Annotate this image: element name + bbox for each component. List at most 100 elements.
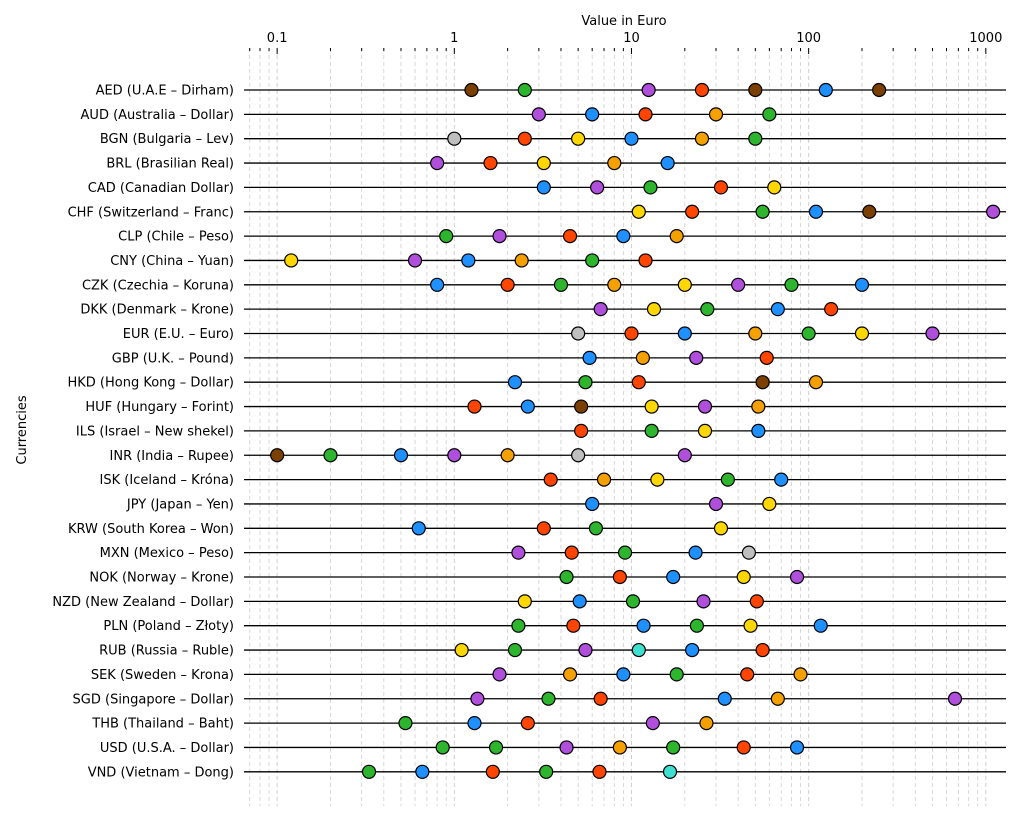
- data-point: [755, 375, 770, 390]
- data-point: [808, 375, 824, 390]
- data-point: [813, 618, 828, 633]
- category-label: AED (U.A.E – Dirham): [96, 84, 234, 99]
- data-point: [585, 107, 600, 122]
- data-point: [439, 229, 454, 244]
- data-point: [461, 253, 476, 268]
- data-point: [644, 423, 659, 438]
- category-label: VND (Vietnam – Dong): [88, 765, 234, 780]
- data-point: [507, 642, 523, 658]
- data-point: [539, 764, 554, 779]
- data-point: [694, 82, 710, 98]
- data-point: [553, 277, 569, 292]
- data-point: [751, 423, 766, 438]
- category-label: ISK (Iceland – Króna): [100, 473, 234, 488]
- data-point: [793, 667, 808, 682]
- data-point: [485, 764, 500, 779]
- category-label: RUB (Russia – Ruble): [99, 644, 234, 659]
- data-point: [592, 764, 607, 779]
- grid: [249, 48, 987, 806]
- data-point: [872, 82, 887, 98]
- data-point: [755, 204, 770, 219]
- data-point: [612, 740, 627, 755]
- data-point: [507, 375, 523, 390]
- data-point: [669, 667, 684, 682]
- category-label: HUF (Hungary – Forint): [85, 400, 234, 415]
- data-point: [574, 423, 589, 438]
- data-point: [566, 618, 581, 633]
- data-point: [435, 740, 450, 755]
- x-tick-label: 100: [796, 31, 821, 46]
- data-point: [669, 229, 684, 244]
- data-point: [578, 375, 593, 390]
- data-point: [631, 375, 646, 390]
- category-label: NOK (Norway – Krone): [89, 571, 234, 586]
- data-point: [736, 740, 751, 755]
- data-point: [596, 472, 612, 487]
- data-point: [470, 691, 485, 706]
- x-tick-label: 0.1: [267, 31, 288, 46]
- y-axis-title: Currencies: [15, 395, 30, 464]
- data-point: [685, 204, 700, 219]
- data-point: [644, 399, 659, 414]
- category-label: NZD (New Zealand – Dollar): [52, 595, 234, 610]
- data-point: [520, 399, 535, 414]
- data-point: [562, 667, 578, 682]
- data-point: [593, 302, 608, 317]
- data-point: [740, 667, 755, 682]
- data-point: [743, 618, 758, 633]
- data-point: [624, 131, 639, 146]
- data-point: [393, 448, 409, 463]
- data-point: [717, 691, 732, 706]
- category-label: INR (India – Rupee): [110, 449, 234, 464]
- x-tick-label: 10: [623, 31, 640, 46]
- data-point: [574, 399, 589, 414]
- data-point: [593, 691, 608, 706]
- category-label: PLN (Poland – Złoty): [103, 619, 234, 634]
- data-point: [770, 302, 785, 317]
- category-label: DKK (Denmark – Krone): [80, 303, 234, 318]
- data-point: [517, 594, 532, 609]
- data-point: [578, 642, 593, 658]
- data-point: [638, 253, 653, 268]
- data-point: [696, 594, 711, 609]
- data-point: [697, 399, 713, 414]
- x-axis-ticks: 0.1 1 10 100 1000: [249, 31, 1002, 54]
- category-labels: AED (U.A.E – Dirham) AUD (Australia – Dol…: [52, 84, 234, 781]
- data-point: [646, 302, 662, 317]
- data-point: [407, 253, 423, 268]
- data-point: [666, 569, 681, 585]
- data-point: [862, 204, 877, 219]
- data-point: [564, 545, 579, 560]
- data-point: [762, 107, 777, 122]
- data-point: [784, 277, 799, 292]
- data-points: [270, 82, 1001, 779]
- data-point: [824, 302, 839, 317]
- data-point: [582, 350, 597, 365]
- data-point: [789, 569, 805, 585]
- data-point: [590, 180, 605, 195]
- data-point: [531, 107, 546, 122]
- category-label: SGD (Singapore – Dollar): [73, 692, 234, 707]
- category-label: KRW (South Korea – Won): [68, 522, 234, 537]
- category-label: CAD (Canadian Dollar): [88, 181, 234, 196]
- category-label: CZK (Czechia – Koruna): [82, 278, 234, 293]
- data-point: [699, 715, 714, 731]
- category-label: JPY (Japan – Yen): [126, 497, 234, 512]
- data-point: [492, 229, 507, 244]
- x-axis-title: Value in Euro: [581, 14, 666, 29]
- data-point: [636, 618, 651, 633]
- data-point: [284, 253, 299, 268]
- data-point: [617, 545, 633, 560]
- data-point: [562, 229, 578, 244]
- data-point: [430, 155, 445, 171]
- data-point: [770, 691, 785, 706]
- data-point: [854, 277, 870, 292]
- data-point: [731, 277, 746, 292]
- data-point: [631, 204, 646, 219]
- category-label: CHF (Switzerland – Franc): [68, 205, 234, 220]
- data-point: [736, 569, 751, 585]
- data-point: [571, 326, 586, 341]
- data-point: [741, 545, 756, 560]
- data-point: [536, 521, 551, 536]
- data-point: [677, 448, 692, 463]
